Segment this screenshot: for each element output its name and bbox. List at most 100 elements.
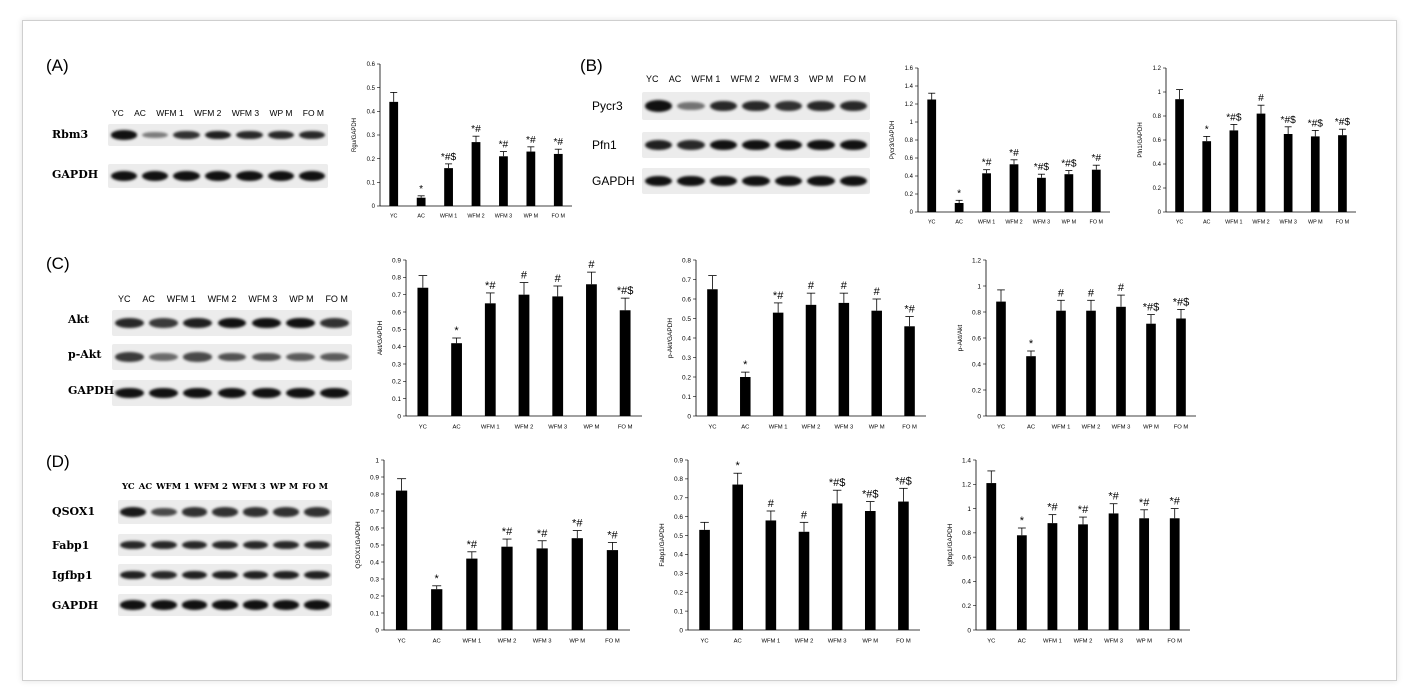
blot-band	[774, 175, 803, 187]
lane-label: FO M	[843, 74, 867, 84]
y-tick-label: 0.6	[392, 309, 401, 316]
blot-band	[212, 600, 238, 610]
blot-band	[141, 170, 169, 182]
x-tick-label: AC	[453, 424, 461, 430]
bar	[1086, 310, 1096, 416]
blot-band	[273, 507, 299, 517]
significance-label: *#$	[441, 152, 457, 163]
y-tick-label: 0.2	[905, 192, 914, 198]
blot-row-label-pycr3: Pycr3	[592, 99, 623, 113]
x-tick-label: WP M	[1062, 219, 1077, 225]
blot-band	[840, 100, 868, 112]
blot-band	[110, 170, 137, 182]
significance-label: *#	[1009, 148, 1019, 159]
lane-labels-a: YC AC WFM 1 WFM 2 WFM 3 WP M FO M	[112, 108, 324, 118]
blot-strip	[118, 564, 332, 586]
x-tick-label: AC	[955, 219, 963, 225]
blot-row-label-gapdh-c: GAPDH	[68, 384, 115, 397]
bar	[1229, 130, 1239, 212]
bar-chart-pfn1: 0 0.2 0.4 0.6 0.8 1 1.2 Pfn1/GAPDH YC * AC *#$ WFM 1…	[1138, 66, 1356, 225]
y-tick-label: 0	[967, 627, 971, 634]
blot-band	[204, 170, 232, 182]
x-tick-label: WFM 3	[533, 638, 552, 644]
x-tick-label: WFM 2	[515, 424, 534, 430]
x-tick-label: WFM 2	[802, 424, 821, 430]
blot-row-label-p-akt: p-Akt	[68, 348, 102, 361]
blot-band	[267, 130, 295, 140]
lane-label: YC	[646, 74, 659, 84]
x-tick-label: WFM 3	[1279, 219, 1296, 225]
bar	[831, 503, 843, 630]
blot-band	[114, 387, 144, 399]
x-tick-label: WFM 2	[467, 213, 484, 219]
y-tick-label: 0.8	[682, 257, 691, 264]
y-tick-label: 0.1	[392, 396, 401, 403]
lane-label: WP M	[269, 482, 299, 492]
blot-band	[644, 175, 672, 187]
x-tick-label: YC	[708, 424, 716, 430]
bar	[1169, 518, 1180, 630]
blot-band	[677, 101, 705, 111]
significance-label: *#	[607, 529, 618, 541]
bar	[444, 168, 453, 206]
significance-label: #	[1258, 93, 1264, 104]
y-tick-label: 0.2	[682, 374, 691, 381]
x-tick-label: WFM 2	[1252, 219, 1269, 225]
lane-label: AC	[668, 74, 682, 84]
blot-band	[120, 540, 147, 550]
y-tick-label: 0	[397, 413, 401, 420]
significance-label: *	[736, 460, 741, 472]
x-tick-label: FO M	[1174, 424, 1189, 430]
y-axis-label: Rgu/GAPDH	[352, 118, 358, 152]
significance-label: *	[1029, 338, 1034, 350]
blot-band	[273, 600, 299, 610]
y-tick-label: 0.7	[370, 508, 379, 515]
significance-label: *#$	[617, 285, 634, 297]
y-tick-label: 0.5	[367, 86, 376, 92]
y-axis-label: QSOX1/GAPDH	[355, 521, 362, 569]
lane-label: AC	[138, 482, 153, 492]
blot-band	[110, 130, 137, 140]
y-tick-label: 0.3	[370, 576, 379, 583]
x-tick-label: YC	[701, 638, 709, 644]
x-tick-label: WFM 3	[495, 213, 512, 219]
bar-chart-fabp1: 0 0.1 0.2 0.3 0.4 0.5 0.6 0.7 0.8 0.9 Fabp1/GAPDH Y…	[659, 457, 920, 644]
blot-band	[807, 139, 835, 151]
significance-label: #	[801, 509, 808, 521]
blot-band	[183, 352, 213, 362]
blot-band	[183, 317, 213, 329]
y-axis-label: Pycr3/GAPDH	[890, 121, 896, 159]
bar	[1064, 174, 1074, 212]
western-blot-c: YC AC WFM 1 WFM 2 WFM 3 WP M FO M	[112, 290, 352, 408]
blot-row-label-gapdh-b: GAPDH	[592, 174, 635, 188]
bar	[1009, 164, 1019, 212]
blot-band	[181, 507, 208, 517]
x-tick-label: FO M	[1090, 219, 1104, 225]
panel-label-b: (B)	[580, 56, 603, 75]
blot-strip	[642, 92, 870, 120]
x-tick-label: WP M	[1143, 424, 1159, 430]
blot-band	[120, 570, 147, 580]
western-blot-d: YC AC WFM 1 WFM 2 WFM 3 WP M FO M	[118, 478, 332, 618]
significance-label: *#	[499, 140, 509, 151]
bar	[798, 531, 810, 630]
blot-strip	[112, 380, 352, 406]
y-axis-label: Akt/GAPDH	[377, 321, 384, 356]
x-tick-label: AC	[741, 424, 749, 430]
bar	[1026, 356, 1036, 416]
x-tick-label: WFM 3	[1112, 424, 1131, 430]
y-axis-label: p-Akt/Akt	[957, 325, 964, 352]
significance-label: *	[435, 573, 440, 585]
blot-band	[286, 387, 315, 399]
significance-label: *#	[537, 528, 548, 540]
blot-band	[273, 540, 299, 550]
lane-labels-d: YC AC WFM 1 WFM 2 WFM 3 WP M FO M	[122, 482, 328, 492]
significance-label: *#$	[1308, 118, 1324, 129]
bar	[1283, 134, 1293, 212]
lane-label: WFM 1	[691, 74, 721, 84]
significance-label: #	[521, 270, 528, 282]
blot-strip	[108, 124, 328, 146]
x-tick-label: WFM 1	[440, 213, 457, 219]
y-tick-label: 0.8	[962, 530, 971, 537]
y-tick-label: 0.6	[1153, 138, 1162, 144]
